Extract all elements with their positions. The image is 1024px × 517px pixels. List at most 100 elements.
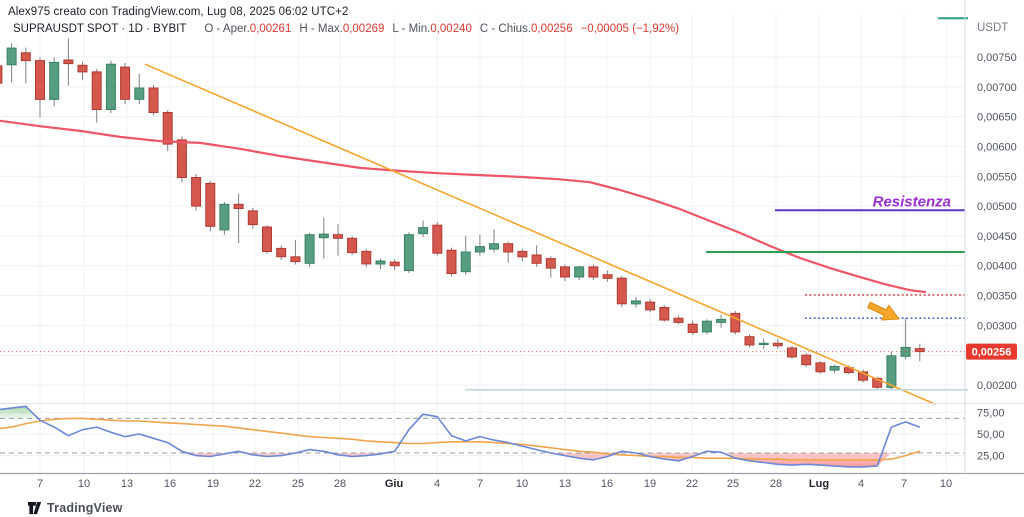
- price-tick-label: 0,00400: [977, 261, 1017, 273]
- indicator-orange-line: [0, 417, 921, 461]
- time-tick-label: 16: [164, 478, 176, 490]
- time-tick-label: 25: [727, 478, 739, 490]
- candle-body: [318, 233, 329, 239]
- tradingview-logo-icon: [28, 501, 41, 515]
- resistenza-label: Resistenza: [873, 193, 951, 210]
- candle-body: [815, 362, 826, 373]
- ma-red-line: [0, 119, 927, 294]
- candle-body: [900, 346, 911, 357]
- candle-body: [120, 66, 131, 100]
- time-tick-label: 7: [477, 478, 483, 490]
- time-tick-label: 28: [770, 478, 782, 490]
- candle-body: [730, 312, 741, 333]
- candle-body: [276, 247, 287, 258]
- candle-body: [616, 277, 627, 305]
- candle-body: [460, 251, 471, 273]
- candle-body: [347, 237, 358, 254]
- candle-body: [49, 61, 60, 100]
- time-tick-label: 4: [434, 478, 440, 490]
- candle-body: [914, 348, 925, 353]
- tradingview-logo-text: TradingView: [47, 501, 123, 515]
- time-tick-label: Lug: [809, 478, 829, 490]
- candle-body: [361, 250, 372, 265]
- candle-body: [0, 65, 3, 84]
- candle-body: [20, 52, 31, 62]
- time-tick-label: 19: [207, 478, 219, 490]
- indicator-blue-line: [0, 405, 921, 468]
- candle-body: [701, 320, 712, 333]
- candle-body: [772, 342, 783, 347]
- candle-body: [247, 210, 258, 226]
- arrow-annotation[interactable]: [866, 298, 903, 326]
- last-price-badge-text: 0,00256: [972, 347, 1012, 359]
- indicator-tick-label: 75,00: [977, 407, 1005, 419]
- price-tick-label: 0,00600: [977, 142, 1017, 154]
- candle-body: [744, 336, 755, 346]
- price-tick-label: 0,00550: [977, 171, 1017, 183]
- candle-body: [176, 139, 187, 178]
- indicator-tick-label: 25,00: [977, 451, 1005, 463]
- candle-body: [716, 318, 727, 323]
- price-tick-label: 0,00500: [977, 201, 1017, 213]
- candle-body: [262, 226, 272, 252]
- candle-body: [588, 266, 599, 278]
- candle-body: [432, 224, 443, 254]
- time-tick-label: 16: [601, 478, 613, 490]
- time-tick-label: Giu: [385, 478, 403, 490]
- candle-body: [134, 87, 145, 100]
- candle-body: [574, 266, 585, 278]
- candle-body: [148, 87, 159, 113]
- candle-body: [517, 250, 528, 258]
- time-tick-label: 22: [249, 478, 261, 490]
- price-tick-label: 0,00300: [977, 320, 1017, 332]
- candle-body: [531, 254, 542, 264]
- price-axis[interactable]: USDT 0,00750 0,00700 0,00650 0,00600 0,00550 0…: [966, 22, 1017, 463]
- time-axis[interactable]: 7 10 13 16 19 22 25 28 Giu 4 7 10 13 16 19 22 25 28 Lug 4 7 1…: [37, 478, 952, 490]
- candle-body: [35, 60, 45, 100]
- indicator-pane: [0, 405, 965, 468]
- time-tick-label: 25: [292, 478, 304, 490]
- oversold-fill: [0, 453, 920, 467]
- candle-body: [659, 307, 670, 321]
- time-tick-label: 7: [37, 478, 43, 490]
- price-tick-label: 0,00450: [977, 231, 1017, 243]
- time-tick-label: 10: [940, 478, 952, 490]
- candle-body: [389, 261, 400, 267]
- candle-body: [474, 246, 485, 253]
- price-tick-label: 0,00750: [977, 52, 1017, 64]
- price-tick-label: 0,00200: [977, 380, 1017, 392]
- time-tick-label: 10: [78, 478, 90, 490]
- time-tick-label: 10: [516, 478, 528, 490]
- candle-body: [375, 260, 386, 265]
- price-tick-label: 0,00700: [977, 82, 1017, 94]
- time-tick-label: 13: [559, 478, 571, 490]
- price-levels: Resistenza: [0, 17, 968, 391]
- candle-body: [162, 112, 173, 145]
- candle-body: [787, 347, 797, 358]
- candle-body: [560, 266, 570, 278]
- price-tick-label: 0,00350: [977, 291, 1017, 303]
- candle-body: [333, 234, 343, 239]
- candle-body: [77, 64, 88, 73]
- candle-body: [418, 227, 429, 235]
- candle-body: [687, 323, 698, 334]
- time-tick-label: 19: [644, 478, 656, 490]
- descending-trendline[interactable]: [144, 63, 936, 405]
- price-tick-label: 0,00650: [977, 112, 1017, 124]
- candle-body: [6, 47, 17, 66]
- candle-body: [829, 366, 840, 371]
- candle-body: [446, 249, 457, 274]
- time-tick-label: 4: [858, 478, 864, 490]
- candle-body: [503, 243, 514, 253]
- candle-body: [858, 371, 868, 381]
- price-axis-unit: USDT: [977, 22, 1008, 34]
- candle-body: [304, 234, 315, 264]
- time-tick-label: 22: [686, 478, 698, 490]
- time-tick-label: 7: [901, 478, 907, 490]
- tradingview-logo[interactable]: TradingView: [28, 501, 123, 515]
- candle-body: [233, 203, 244, 210]
- time-tick-label: 28: [334, 478, 346, 490]
- time-tick-label: 13: [121, 478, 133, 490]
